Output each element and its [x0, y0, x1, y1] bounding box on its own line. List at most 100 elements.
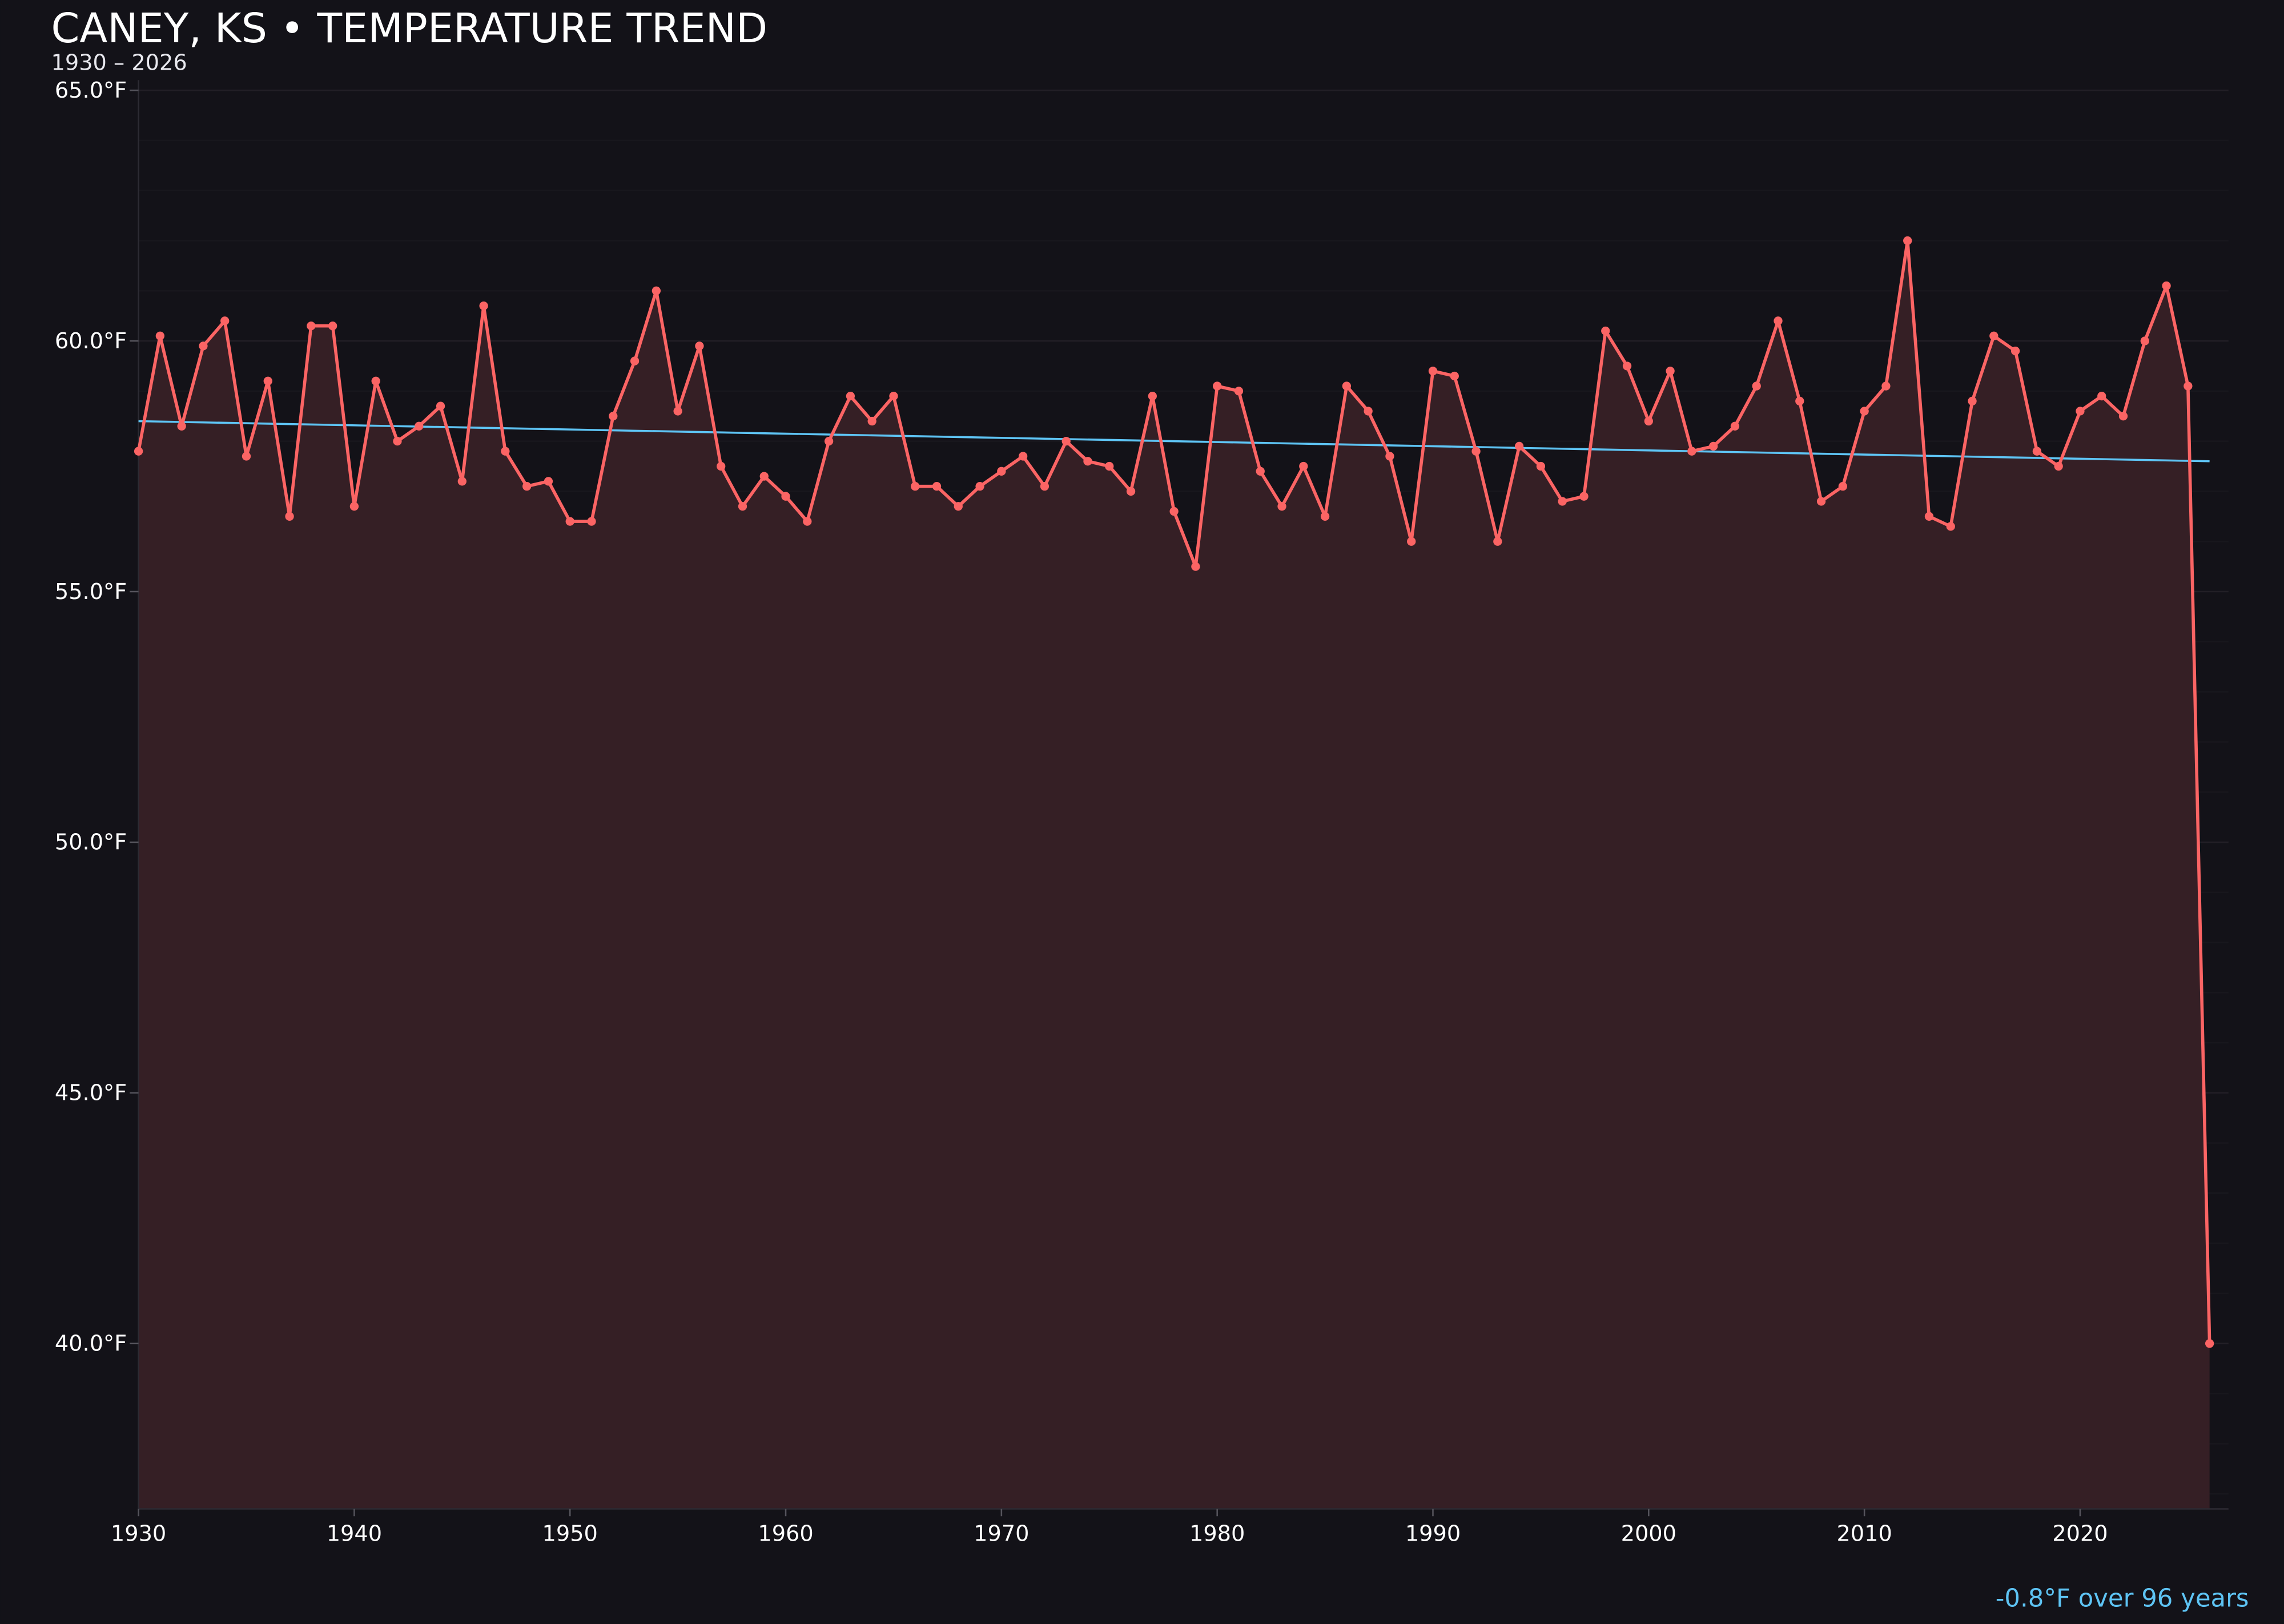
data-point	[1579, 492, 1589, 501]
data-point	[1342, 381, 1352, 391]
data-point	[975, 482, 984, 491]
data-point	[177, 421, 186, 431]
data-point	[2097, 391, 2106, 401]
y-axis-ticks: 40.0°F 45.0°F 50.0°F 55.0°F 60.0°F 65.0°F	[55, 78, 139, 1357]
data-point	[717, 461, 726, 471]
y-tick-label: 55.0°F	[55, 579, 127, 605]
x-tick-label: 2000	[1621, 1521, 1676, 1547]
data-point	[1061, 436, 1071, 446]
data-point	[2162, 281, 2171, 291]
data-point	[803, 517, 812, 526]
data-point	[1924, 512, 1934, 521]
series-temperature	[134, 236, 2214, 1348]
data-point	[1601, 326, 1610, 336]
data-point	[2140, 336, 2149, 345]
trend-line-group	[138, 420, 2210, 463]
data-point	[1148, 391, 1157, 401]
data-point	[2205, 1339, 2214, 1348]
data-point	[242, 452, 251, 461]
data-point	[1968, 396, 1977, 406]
data-point	[673, 407, 682, 416]
x-tick-label: 1950	[542, 1521, 598, 1547]
data-point	[609, 412, 618, 421]
data-point	[1428, 367, 1438, 376]
data-point	[652, 286, 661, 295]
data-point	[522, 482, 532, 491]
data-point	[1514, 441, 1524, 451]
data-point	[1989, 331, 1998, 340]
x-tick-label: 1940	[327, 1521, 382, 1547]
data-point	[911, 482, 920, 491]
data-point	[1687, 447, 1696, 456]
data-point	[501, 447, 510, 456]
data-point	[1903, 236, 1912, 246]
data-point	[349, 502, 359, 511]
data-point	[2184, 381, 2193, 391]
data-point	[587, 517, 596, 526]
data-point	[1105, 461, 1114, 471]
data-point	[1860, 407, 1869, 416]
data-point	[263, 376, 272, 385]
data-point	[1774, 316, 1783, 325]
data-point	[738, 502, 747, 511]
data-point	[824, 436, 834, 446]
data-point	[1385, 452, 1394, 461]
data-point	[1364, 407, 1373, 416]
data-point	[1213, 381, 1222, 391]
data-point	[1234, 387, 1244, 396]
data-point	[307, 321, 316, 331]
data-point	[1320, 512, 1330, 521]
chart-title: CANEY, KS • TEMPERATURE TREND	[51, 5, 768, 52]
data-point	[328, 321, 337, 331]
data-point	[1881, 381, 1891, 391]
trend-line	[138, 420, 2210, 463]
data-point	[1277, 502, 1286, 511]
area-fill-path	[138, 240, 2210, 1509]
x-tick-label: 1980	[1189, 1521, 1245, 1547]
data-point	[1946, 522, 1955, 531]
data-point	[1299, 461, 1308, 471]
y-tick-label: 50.0°F	[55, 830, 127, 855]
data-point	[630, 356, 640, 365]
data-point	[889, 391, 898, 401]
data-point	[220, 316, 230, 325]
data-point	[1018, 452, 1028, 461]
data-point	[2076, 407, 2085, 416]
y-tick-label: 40.0°F	[55, 1331, 127, 1357]
data-point	[1126, 487, 1136, 496]
data-point	[1730, 421, 1740, 431]
data-point	[565, 517, 574, 526]
data-point	[1169, 507, 1179, 516]
data-point	[846, 391, 855, 401]
data-point	[415, 421, 424, 431]
area-fill	[138, 240, 2210, 1509]
data-point	[155, 331, 165, 340]
x-tick-label: 2010	[1836, 1521, 1892, 1547]
data-point	[1040, 482, 1049, 491]
data-point	[1471, 447, 1481, 456]
data-point	[1536, 461, 1546, 471]
data-point	[2118, 412, 2128, 421]
data-point	[1752, 381, 1761, 391]
data-point	[867, 416, 876, 426]
data-point	[1644, 416, 1653, 426]
data-point	[1838, 482, 1848, 491]
data-point	[436, 401, 445, 411]
y-tick-label: 65.0°F	[55, 78, 127, 103]
data-point	[1450, 371, 1459, 381]
data-point	[997, 467, 1006, 476]
data-point	[1083, 457, 1092, 466]
data-point	[932, 482, 942, 491]
data-point	[371, 376, 380, 385]
data-point	[1407, 537, 1416, 546]
data-point	[2032, 447, 2042, 456]
data-point	[544, 477, 553, 486]
x-tick-label: 1930	[111, 1521, 166, 1547]
data-point	[2054, 461, 2063, 471]
data-point	[954, 502, 963, 511]
x-axis-ticks: 1930 1940 1950 1960 1970 1980 1990 2000 2010 2020	[111, 1509, 2108, 1547]
data-point	[457, 477, 467, 486]
data-point	[1709, 441, 1718, 451]
data-point	[1256, 467, 1265, 476]
data-point	[1493, 537, 1502, 546]
